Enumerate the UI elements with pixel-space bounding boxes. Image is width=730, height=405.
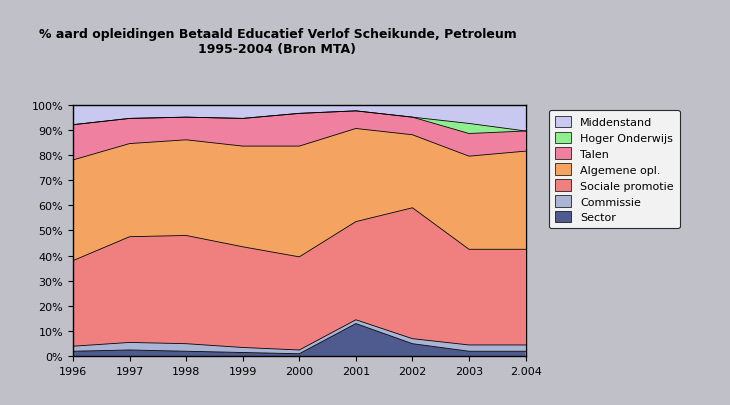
Text: % aard opleidingen Betaald Educatief Verlof Scheikunde, Petroleum
1995-2004 (Bro: % aard opleidingen Betaald Educatief Ver… [39, 28, 516, 56]
Legend: Middenstand, Hoger Onderwijs, Talen, Algemene opl., Sociale promotie, Commissie,: Middenstand, Hoger Onderwijs, Talen, Alg… [549, 111, 680, 228]
